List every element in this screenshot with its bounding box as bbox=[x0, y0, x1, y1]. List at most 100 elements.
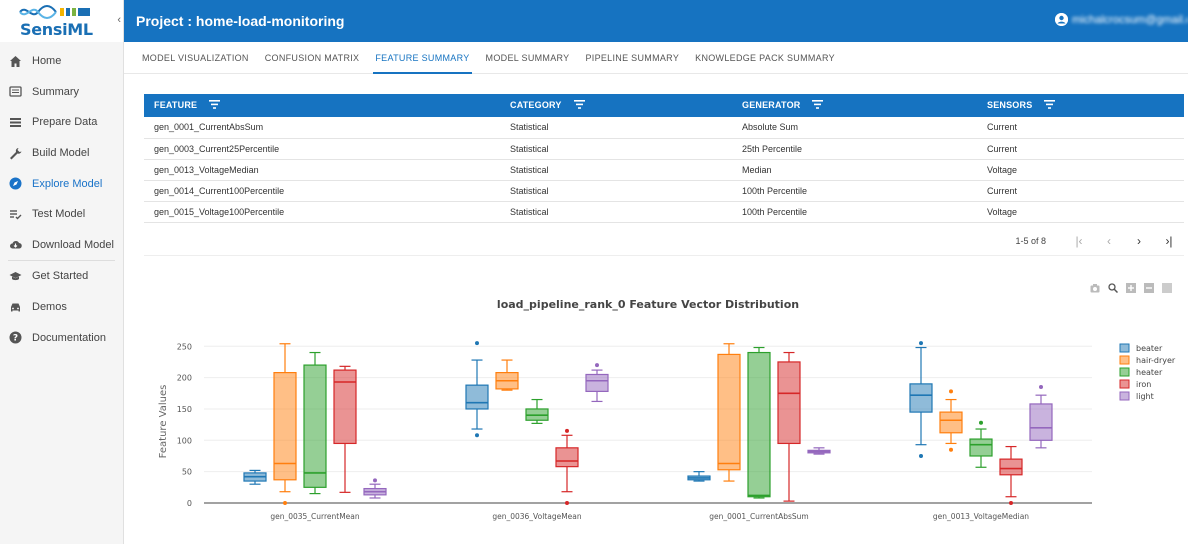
table-cell: Statistical bbox=[500, 138, 732, 160]
box-light bbox=[585, 373, 609, 393]
box-heater bbox=[303, 364, 327, 488]
chart-modebar bbox=[1090, 280, 1172, 294]
filter-icon[interactable] bbox=[209, 100, 221, 111]
column-header-generator[interactable]: GENERATOR bbox=[732, 94, 977, 117]
box-hair-dryer bbox=[939, 411, 963, 434]
sidebar-item-demos[interactable]: Demos bbox=[0, 292, 123, 323]
sidebar-item-home[interactable]: Home bbox=[0, 46, 123, 77]
tab-feature-summary[interactable]: FEATURE SUMMARY bbox=[373, 42, 472, 74]
y-tick-label: 0 bbox=[187, 499, 192, 508]
tab-model-summary[interactable]: MODEL SUMMARY bbox=[485, 52, 570, 63]
legend-swatch-iron bbox=[1119, 379, 1130, 389]
tab-pipeline-summary[interactable]: PIPELINE SUMMARY bbox=[585, 52, 680, 63]
column-header-label: GENERATOR bbox=[742, 99, 801, 110]
list-icon bbox=[8, 115, 22, 129]
checklist-icon bbox=[8, 207, 22, 221]
box-beater bbox=[909, 383, 933, 413]
outlier-point bbox=[595, 363, 599, 368]
sidebar-item-get-started[interactable]: Get Started bbox=[0, 261, 123, 292]
filter-icon[interactable] bbox=[1044, 100, 1056, 111]
svg-text:?: ? bbox=[12, 334, 17, 344]
outlier-point bbox=[949, 447, 953, 452]
sidebar-item-label: Explore Model bbox=[32, 177, 103, 190]
column-header-category[interactable]: CATEGORY bbox=[500, 94, 732, 117]
column-header-sensors[interactable]: SENSORS bbox=[977, 94, 1184, 117]
sidebar: SensiML ‹ Home Summary Prepare Data Build M… bbox=[0, 0, 124, 544]
summary-icon bbox=[8, 85, 22, 99]
table-row[interactable]: gen_0003_Current25Percentile Statistical 2… bbox=[144, 138, 1184, 160]
header-bar: Project : home-load-monitoring michalcro… bbox=[124, 0, 1188, 42]
sidebar-item-explore-model[interactable]: Explore Model bbox=[0, 168, 123, 199]
sidebar-nav: Home Summary Prepare Data Build Model Explor… bbox=[0, 46, 123, 353]
sidebar-item-label: Prepare Data bbox=[32, 116, 98, 129]
zoom-icon[interactable] bbox=[1108, 280, 1119, 294]
legend-swatch-heater bbox=[1119, 367, 1130, 377]
table-row[interactable]: gen_0001_CurrentAbsSum Statistical Absolut… bbox=[144, 117, 1184, 139]
tab-knowledge-pack-summary[interactable]: KNOWLEDGE PACK SUMMARY bbox=[695, 52, 835, 63]
sidebar-item-label: Home bbox=[32, 55, 62, 68]
table-cell: Current bbox=[977, 117, 1184, 139]
box-light bbox=[1029, 403, 1053, 441]
sidebar-item-label: Documentation bbox=[32, 331, 106, 344]
zoom-out-icon[interactable] bbox=[1144, 280, 1154, 293]
sidebar-item-label: Build Model bbox=[32, 147, 90, 160]
table-cell: Statistical bbox=[500, 117, 732, 139]
table-row[interactable]: gen_0013_VoltageMedian Statistical Median V… bbox=[144, 159, 1184, 181]
sidebar-divider bbox=[8, 260, 115, 262]
legend-swatch-beater bbox=[1119, 343, 1130, 353]
table-cell: 100th Percentile bbox=[732, 180, 977, 202]
camera-icon[interactable] bbox=[1090, 280, 1100, 293]
table-cell: Statistical bbox=[500, 159, 732, 181]
box-iron bbox=[555, 447, 579, 468]
outlier-point bbox=[979, 420, 983, 425]
box-beater bbox=[465, 384, 489, 410]
table-row[interactable]: gen_0015_Voltage100Percentile Statistical… bbox=[144, 201, 1184, 223]
table-row[interactable]: gen_0014_Current100Percentile Statistical… bbox=[144, 180, 1184, 202]
last-page-icon[interactable]: ›| bbox=[1165, 233, 1173, 248]
filter-icon[interactable] bbox=[573, 100, 585, 111]
sidebar-item-label: Download Model bbox=[32, 238, 114, 251]
y-axis-label: Feature Values bbox=[158, 385, 169, 459]
tab-confusion-matrix[interactable]: CONFUSION MATRIX bbox=[264, 52, 360, 63]
wrench-icon bbox=[8, 146, 22, 160]
feature-table: FEATURE CATEGORY GENERATOR SENSORS gen_0001… bbox=[144, 94, 1184, 223]
table-cell: Median bbox=[732, 159, 977, 181]
sidebar-item-test-model[interactable]: Test Model bbox=[0, 199, 123, 230]
car-icon bbox=[8, 300, 22, 314]
cloud-download-icon bbox=[8, 238, 22, 252]
table-cell: gen_0001_CurrentAbsSum bbox=[144, 117, 500, 139]
column-header-feature[interactable]: FEATURE bbox=[144, 94, 500, 117]
sidebar-item-prepare-data[interactable]: Prepare Data bbox=[0, 107, 123, 138]
chart-container: load_pipeline_rank_0 Feature Vector Dist… bbox=[124, 270, 1188, 544]
logo[interactable]: SensiML ‹ bbox=[0, 0, 123, 42]
reset-axes-icon[interactable] bbox=[1162, 280, 1172, 293]
y-tick-label: 50 bbox=[182, 468, 192, 477]
outlier-point bbox=[919, 341, 923, 346]
next-page-icon[interactable]: › bbox=[1137, 233, 1141, 248]
tab-model-visualization[interactable]: MODEL VISUALIZATION bbox=[142, 52, 249, 63]
account-menu[interactable]: michalcrocsum@gmail.com bbox=[1055, 13, 1188, 26]
prev-page-icon[interactable]: ‹ bbox=[1107, 233, 1111, 248]
table-cell: Statistical bbox=[500, 180, 732, 202]
collapse-sidebar-icon[interactable]: ‹ bbox=[117, 14, 121, 26]
table-cell: 100th Percentile bbox=[732, 201, 977, 223]
first-page-icon[interactable]: |‹ bbox=[1075, 233, 1083, 248]
zoom-in-icon[interactable] bbox=[1126, 280, 1136, 293]
box-iron bbox=[777, 361, 801, 445]
column-header-label: CATEGORY bbox=[510, 99, 562, 110]
outlier-point bbox=[919, 453, 923, 458]
legend-swatch-light bbox=[1119, 391, 1130, 401]
table-cell: Absolute Sum bbox=[732, 117, 977, 139]
sidebar-item-label: Test Model bbox=[32, 208, 86, 221]
box-hair-dryer bbox=[717, 353, 741, 471]
x-tick-label: gen_0036_VoltageMean bbox=[492, 512, 582, 521]
sidebar-item-documentation[interactable]: ? Documentation bbox=[0, 322, 123, 353]
pagination-range: 1-5 of 8 bbox=[1015, 235, 1046, 246]
outlier-point bbox=[565, 428, 569, 433]
sidebar-item-summary[interactable]: Summary bbox=[0, 77, 123, 108]
sidebar-item-build-model[interactable]: Build Model bbox=[0, 138, 123, 169]
sidebar-item-download-model[interactable]: Download Model bbox=[0, 230, 123, 261]
filter-icon[interactable] bbox=[812, 100, 824, 111]
y-tick-label: 200 bbox=[177, 374, 192, 383]
account-email: michalcrocsum@gmail.com bbox=[1072, 13, 1188, 26]
